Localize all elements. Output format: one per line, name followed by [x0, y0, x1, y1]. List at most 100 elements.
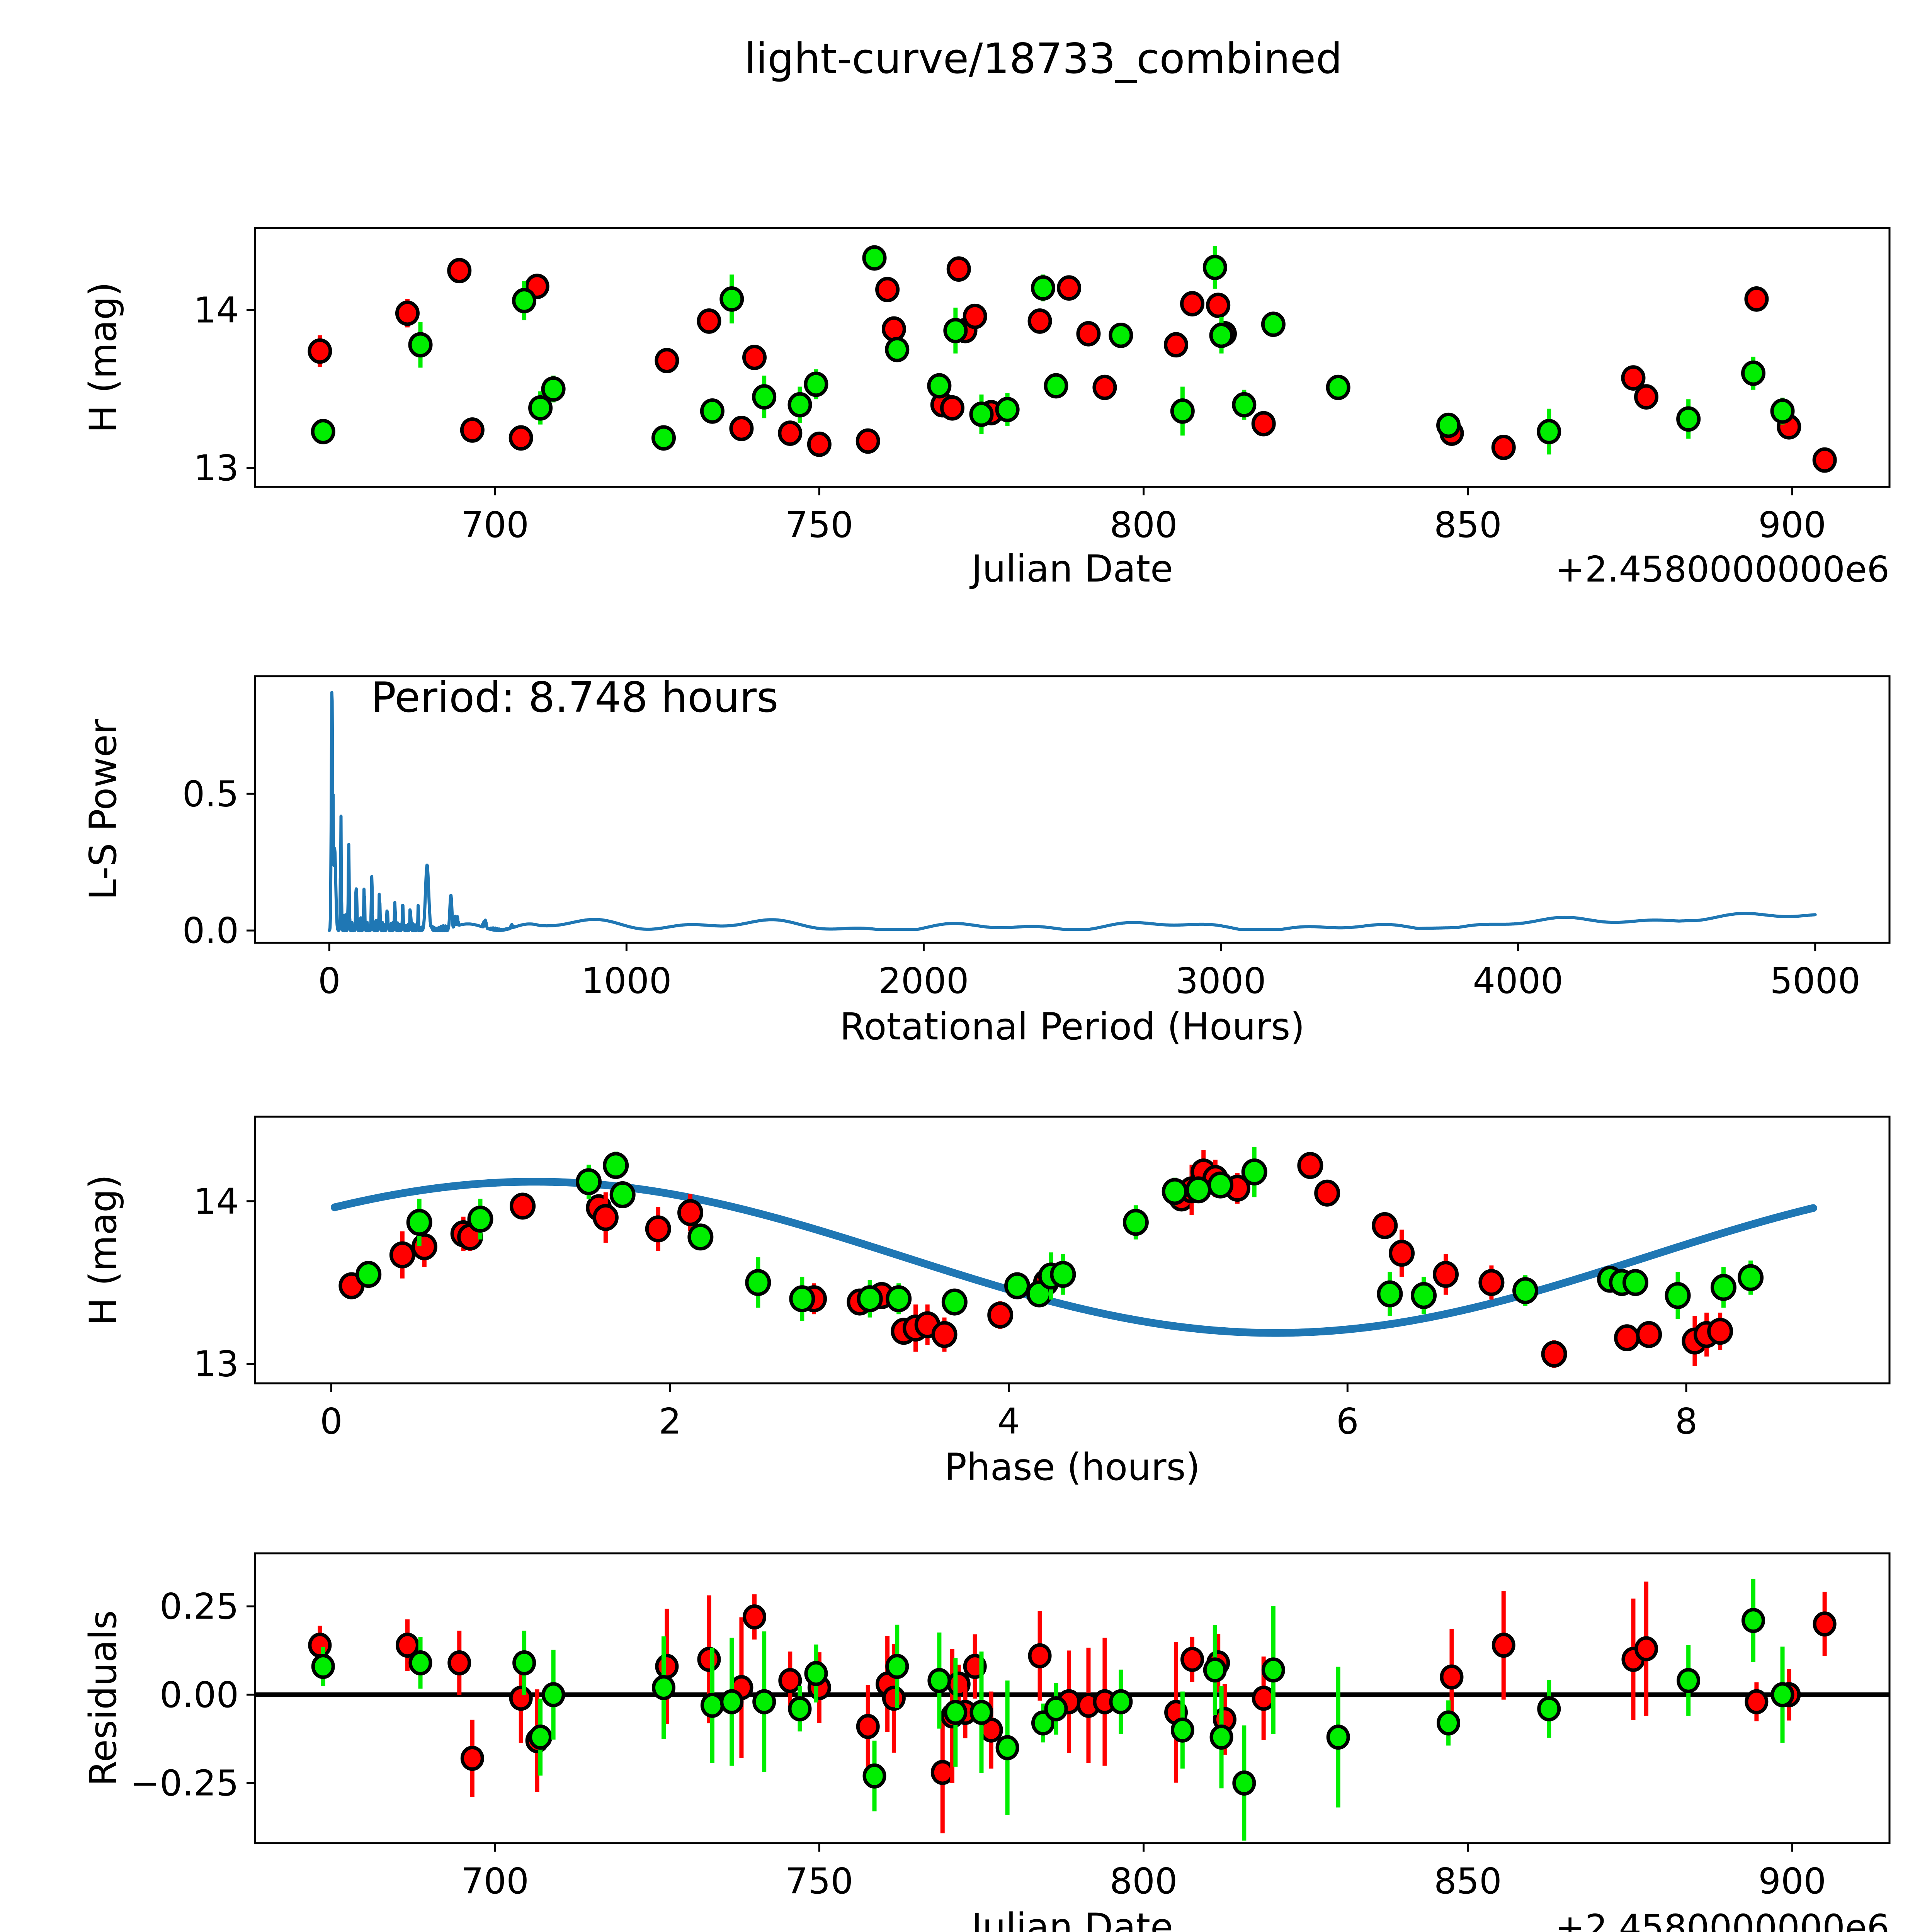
data-point: [927, 373, 952, 399]
data-point: [1203, 1657, 1227, 1683]
data-point: [881, 316, 906, 342]
data-point: [1261, 1657, 1285, 1683]
data-point: [528, 395, 553, 421]
data-point: [931, 1321, 957, 1348]
data-point: [1122, 1209, 1149, 1236]
data-point: [1437, 1710, 1461, 1736]
data-point: [1634, 384, 1659, 410]
data-point: [787, 392, 812, 418]
data-point: [509, 1685, 533, 1711]
data-point: [1028, 1643, 1052, 1668]
data-point: [1180, 1646, 1204, 1672]
data-point: [1738, 1264, 1764, 1291]
lightcurve-xaxis-offset-text: +2.4580000000e6: [1555, 549, 1889, 590]
data-point: [719, 286, 744, 312]
data-point: [700, 398, 724, 424]
data-point: [1491, 435, 1516, 460]
data-point: [1745, 1689, 1769, 1714]
data-point: [509, 425, 533, 451]
data-point: [1109, 322, 1133, 348]
data-point: [1622, 1269, 1648, 1296]
data-point: [1537, 1696, 1561, 1721]
data-point: [411, 1233, 437, 1260]
residuals-xticklabel: 850: [1434, 1861, 1502, 1902]
data-point: [408, 332, 433, 358]
data-point: [1031, 275, 1055, 301]
data-point: [510, 1192, 536, 1220]
data-point: [1389, 1240, 1415, 1267]
data-point: [467, 1206, 493, 1233]
data-point: [1744, 286, 1769, 312]
data-point: [995, 396, 1020, 422]
data-point: [1252, 1685, 1276, 1711]
lightcurve-xticklabel: 750: [786, 504, 854, 546]
data-point: [1372, 1212, 1398, 1239]
data-point: [778, 420, 803, 446]
data-point: [460, 417, 485, 443]
periodogram-xticklabel: 1000: [581, 960, 672, 1002]
data-point: [355, 1261, 382, 1288]
data-point: [541, 376, 566, 402]
data-point: [1044, 1696, 1068, 1721]
data-point: [1209, 322, 1234, 348]
periodogram-xticklabel: 0: [318, 960, 341, 1002]
data-point: [778, 1668, 802, 1693]
data-point: [862, 1763, 886, 1789]
data-point: [1770, 398, 1795, 424]
residuals-xticklabel: 700: [461, 1861, 529, 1902]
lightcurve-xticklabel: 700: [461, 504, 529, 546]
residuals-xaxis-label: Julian Date: [969, 1905, 1173, 1932]
periodogram-yticklabel: 0.0: [182, 910, 239, 951]
data-point: [603, 1152, 629, 1179]
data-point: [1162, 1178, 1188, 1205]
data-point: [1232, 1770, 1256, 1796]
periodogram-xaxis-label: Rotational Period (Hours): [840, 1005, 1305, 1048]
residuals-axes-frame: [254, 1552, 1891, 1844]
data-point: [592, 1204, 619, 1231]
data-point: [1109, 1689, 1133, 1714]
data-point: [1326, 1725, 1350, 1750]
panel-periodogram: 0 1000 2000 3000 4000 5000 0.0 0.5 Rotational Pe…: [0, 665, 1932, 1097]
data-point: [651, 425, 676, 451]
periodogram-xticklabel: 2000: [878, 960, 969, 1002]
data-point: [995, 1735, 1019, 1760]
data-point: [743, 1604, 766, 1630]
data-point: [720, 1689, 744, 1714]
data-point: [408, 1650, 432, 1676]
phase_folded-xticklabel: 0: [320, 1401, 343, 1442]
data-point: [406, 1209, 432, 1236]
data-point: [946, 256, 971, 282]
phase_folded-xticklabel: 8: [1675, 1401, 1698, 1442]
data-point: [652, 1675, 675, 1701]
data-point: [512, 1650, 536, 1676]
data-point: [1170, 398, 1195, 424]
data-point: [963, 303, 987, 329]
data-point: [1377, 1280, 1403, 1308]
data-point: [1440, 1664, 1464, 1690]
data-point: [1478, 1269, 1505, 1296]
residuals-yticklabel: 0.25: [160, 1586, 239, 1627]
data-point: [930, 1760, 954, 1785]
data-point: [1044, 373, 1068, 399]
residuals-yaxis-label: Residuals: [82, 1610, 125, 1786]
data-point: [1185, 1176, 1212, 1204]
data-point: [1004, 1272, 1031, 1299]
data-point: [857, 1285, 883, 1313]
data-point: [742, 345, 767, 370]
data-point: [987, 1301, 1014, 1329]
lightcurve-series-red: [308, 256, 1837, 473]
data-point: [944, 1700, 968, 1725]
periodogram-curve: [328, 691, 1817, 932]
data-point: [885, 1654, 909, 1679]
data-point: [1541, 1340, 1567, 1368]
phase_folded-yaxis-label: H (mag): [82, 1175, 125, 1326]
data-point: [1813, 1611, 1837, 1637]
periodogram-xticklabel: 5000: [1770, 960, 1861, 1002]
data-point: [886, 1285, 912, 1313]
data-point: [943, 318, 968, 344]
residuals-series-green: [311, 1578, 1794, 1841]
data-point: [395, 300, 420, 326]
phase_folded-xticklabel: 4: [997, 1401, 1020, 1442]
data-point: [1251, 411, 1276, 437]
data-point: [395, 1633, 419, 1658]
